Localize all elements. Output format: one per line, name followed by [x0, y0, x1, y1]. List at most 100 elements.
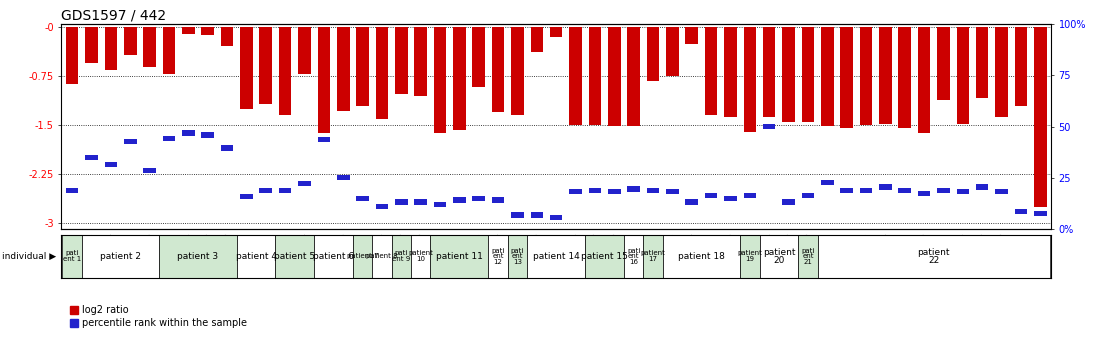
Bar: [492, 27, 504, 112]
Bar: [85, 27, 97, 63]
Bar: [860, 188, 872, 193]
Bar: [762, 27, 776, 117]
Bar: [798, 235, 817, 278]
Bar: [473, 27, 485, 87]
Bar: [585, 235, 624, 278]
Bar: [220, 145, 234, 150]
Text: GDS1597 / 442: GDS1597 / 442: [61, 9, 167, 23]
Text: pati
ent
16: pati ent 16: [627, 248, 641, 265]
Bar: [240, 194, 253, 199]
Text: pati
ent
12: pati ent 12: [492, 248, 505, 265]
Bar: [918, 191, 930, 196]
Bar: [314, 235, 353, 278]
Bar: [817, 235, 1050, 278]
Bar: [299, 27, 311, 74]
Text: patient 8: patient 8: [366, 253, 398, 259]
Text: pati
ent 1: pati ent 1: [63, 250, 82, 262]
Bar: [937, 27, 950, 100]
Bar: [489, 235, 508, 278]
Legend: log2 ratio, percentile rank within the sample: log2 ratio, percentile rank within the s…: [66, 302, 250, 332]
Text: patient
22: patient 22: [918, 247, 950, 265]
Text: patient 14: patient 14: [533, 252, 579, 261]
Bar: [376, 204, 388, 209]
Bar: [318, 137, 330, 142]
Bar: [318, 27, 330, 133]
Bar: [569, 27, 581, 125]
Text: patient 3: patient 3: [178, 252, 218, 261]
Bar: [627, 27, 639, 127]
Bar: [411, 235, 430, 278]
Bar: [434, 202, 446, 207]
Text: patient
20: patient 20: [762, 247, 795, 265]
Bar: [237, 235, 275, 278]
Bar: [762, 124, 776, 129]
Bar: [937, 188, 950, 193]
Bar: [531, 213, 543, 218]
Text: pati
ent
13: pati ent 13: [511, 248, 524, 265]
Bar: [430, 235, 489, 278]
Bar: [976, 185, 988, 190]
Bar: [415, 27, 427, 96]
Bar: [1015, 27, 1027, 106]
Bar: [841, 27, 853, 128]
Bar: [182, 27, 195, 34]
Bar: [143, 168, 155, 174]
Bar: [63, 235, 82, 278]
Bar: [124, 27, 136, 55]
Text: pati
ent
21: pati ent 21: [802, 248, 815, 265]
Text: patient 18: patient 18: [678, 252, 724, 261]
Bar: [821, 27, 834, 127]
Bar: [162, 136, 176, 141]
Bar: [879, 185, 892, 190]
Bar: [531, 27, 543, 52]
Bar: [124, 139, 136, 144]
Bar: [627, 186, 639, 191]
Bar: [105, 162, 117, 167]
Bar: [802, 27, 814, 122]
Bar: [511, 213, 523, 218]
Bar: [608, 189, 620, 194]
Bar: [220, 27, 234, 46]
Bar: [201, 132, 214, 138]
Bar: [821, 180, 834, 185]
Bar: [646, 27, 660, 81]
Bar: [685, 27, 698, 44]
Bar: [240, 27, 253, 109]
Text: patient
19: patient 19: [738, 250, 762, 262]
Bar: [357, 27, 369, 106]
Bar: [511, 27, 523, 115]
Bar: [899, 188, 911, 193]
Bar: [740, 235, 759, 278]
Bar: [666, 27, 679, 76]
Bar: [624, 235, 643, 278]
Bar: [357, 196, 369, 201]
Bar: [275, 235, 314, 278]
Text: patient 7: patient 7: [347, 253, 378, 259]
Bar: [643, 235, 663, 278]
Text: patient 11: patient 11: [436, 252, 483, 261]
Bar: [550, 27, 562, 37]
Bar: [434, 27, 446, 133]
Bar: [82, 235, 159, 278]
Bar: [724, 196, 737, 201]
Bar: [783, 199, 795, 205]
Bar: [918, 27, 930, 133]
Bar: [743, 27, 756, 132]
Bar: [278, 27, 292, 115]
Bar: [259, 188, 272, 193]
Bar: [1034, 27, 1046, 207]
Bar: [508, 235, 528, 278]
Bar: [201, 27, 214, 35]
Bar: [105, 27, 117, 70]
Bar: [666, 189, 679, 194]
Bar: [453, 27, 466, 130]
Bar: [528, 235, 585, 278]
Text: patient 2: patient 2: [100, 252, 141, 261]
Bar: [646, 188, 660, 193]
Bar: [995, 189, 1007, 194]
Bar: [143, 27, 155, 67]
Bar: [337, 27, 350, 111]
Bar: [685, 199, 698, 205]
Bar: [704, 27, 718, 115]
Bar: [372, 235, 391, 278]
